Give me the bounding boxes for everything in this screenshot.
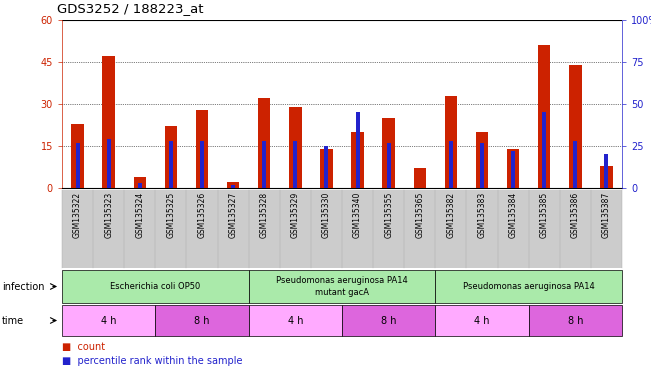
Text: ■  percentile rank within the sample: ■ percentile rank within the sample (62, 356, 243, 366)
Text: ■  count: ■ count (62, 342, 105, 352)
Bar (231, 185, 235, 188)
Bar (538, 45, 551, 188)
Bar (480, 142, 484, 188)
Bar (382, 118, 395, 188)
Bar (72, 124, 84, 188)
Text: 4 h: 4 h (101, 316, 117, 326)
Bar (324, 146, 329, 188)
Text: GSM135385: GSM135385 (540, 192, 549, 238)
Text: GSM135355: GSM135355 (384, 192, 393, 238)
Bar (352, 132, 364, 188)
Bar (413, 169, 426, 188)
Text: GSM135329: GSM135329 (291, 192, 300, 238)
Bar (445, 96, 457, 188)
Text: GSM135383: GSM135383 (477, 192, 486, 238)
Text: Pseudomonas aeruginosa PA14: Pseudomonas aeruginosa PA14 (463, 282, 594, 291)
Text: Escherichia coli OP50: Escherichia coli OP50 (110, 282, 201, 291)
Bar (133, 177, 146, 188)
Bar (102, 56, 115, 188)
Text: GSM135386: GSM135386 (571, 192, 580, 238)
Text: 4 h: 4 h (474, 316, 490, 326)
Text: Pseudomonas aeruginosa PA14
mutant gacA: Pseudomonas aeruginosa PA14 mutant gacA (276, 276, 408, 296)
Text: GSM135327: GSM135327 (229, 192, 238, 238)
Text: GSM135326: GSM135326 (197, 192, 206, 238)
Bar (542, 113, 546, 188)
Text: infection: infection (2, 281, 44, 291)
Bar (196, 109, 208, 188)
Text: GSM135382: GSM135382 (447, 192, 456, 238)
Text: 8 h: 8 h (194, 316, 210, 326)
Bar (600, 166, 613, 188)
Bar (387, 142, 391, 188)
Bar (320, 149, 333, 188)
Text: GSM135324: GSM135324 (135, 192, 145, 238)
Text: GSM135384: GSM135384 (508, 192, 518, 238)
Bar (107, 139, 111, 188)
Text: GSM135328: GSM135328 (260, 192, 269, 238)
Bar (574, 141, 577, 188)
Bar (258, 98, 270, 188)
Text: 8 h: 8 h (381, 316, 396, 326)
Text: GSM135365: GSM135365 (415, 192, 424, 238)
Bar (355, 113, 359, 188)
Bar (169, 141, 173, 188)
Bar (165, 126, 177, 188)
Bar (294, 141, 298, 188)
Bar (227, 182, 240, 188)
Bar (569, 65, 581, 188)
Bar (76, 142, 79, 188)
Bar (449, 141, 453, 188)
Bar (200, 141, 204, 188)
Bar (507, 149, 519, 188)
Bar (289, 107, 301, 188)
Text: GDS3252 / 188223_at: GDS3252 / 188223_at (57, 2, 204, 15)
Text: GSM135330: GSM135330 (322, 192, 331, 238)
Text: 4 h: 4 h (288, 316, 303, 326)
Text: time: time (2, 316, 24, 326)
Text: GSM135323: GSM135323 (104, 192, 113, 238)
Text: GSM135340: GSM135340 (353, 192, 362, 238)
Bar (476, 132, 488, 188)
Bar (262, 141, 266, 188)
Bar (511, 151, 515, 188)
Text: GSM135387: GSM135387 (602, 192, 611, 238)
Text: 8 h: 8 h (568, 316, 583, 326)
Bar (604, 154, 609, 188)
Bar (138, 183, 142, 188)
Text: GSM135325: GSM135325 (167, 192, 175, 238)
Text: GSM135322: GSM135322 (73, 192, 82, 238)
